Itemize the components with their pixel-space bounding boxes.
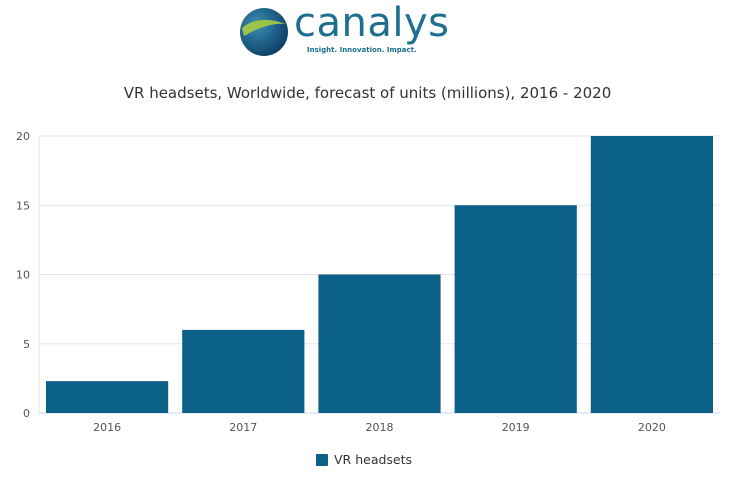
x-tick-label: 2016 — [93, 421, 121, 434]
canalys-logo: canalys Insight. Innovation. Impact. — [238, 0, 478, 58]
bar-2018 — [318, 274, 441, 413]
bar-2017 — [182, 329, 305, 413]
y-tick-label: 10 — [16, 269, 30, 282]
y-tick-label: 0 — [23, 407, 30, 420]
x-tick-label: 2018 — [366, 421, 394, 434]
bar-2019 — [454, 205, 577, 413]
logo-wordmark: canalys — [294, 0, 450, 46]
x-tick-label: 2017 — [229, 421, 257, 434]
chart-title: VR headsets, Worldwide, forecast of unit… — [123, 84, 612, 102]
legend-swatch — [316, 453, 328, 466]
bar-2020 — [590, 136, 713, 413]
globe-icon — [240, 8, 288, 56]
legend-label: VR headsets — [334, 452, 413, 467]
x-tick-label: 2020 — [638, 421, 666, 434]
y-tick-label: 15 — [16, 199, 30, 212]
y-tick-label: 20 — [16, 130, 30, 143]
bar-2016 — [46, 381, 169, 413]
legend-item[interactable]: VR headsets — [316, 452, 412, 467]
x-tick-label: 2019 — [502, 421, 530, 434]
y-tick-label: 5 — [23, 338, 30, 351]
logo-tagline: Insight. Innovation. Impact. — [307, 46, 417, 54]
